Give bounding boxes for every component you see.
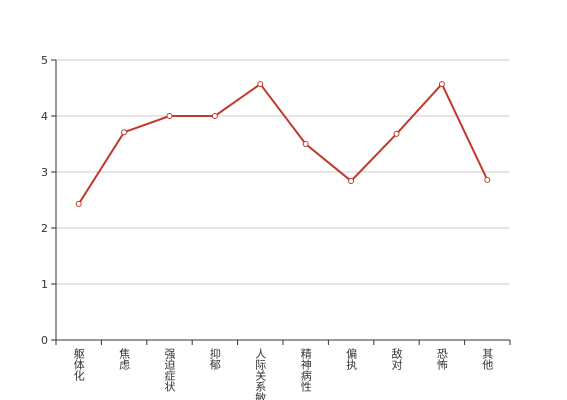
y-tick-label: 1: [41, 278, 48, 291]
x-tick-label: 躯体化: [72, 348, 85, 382]
y-tick-label: 3: [41, 166, 48, 179]
y-tick-label: 4: [41, 110, 48, 123]
y-tick-label: 0: [41, 334, 48, 347]
line: [77, 82, 489, 205]
point: [166, 113, 173, 119]
point: [121, 129, 128, 136]
y-tick-label: 2: [41, 222, 48, 235]
point: [348, 177, 355, 184]
x-tick-label: 恐怖: [435, 348, 448, 370]
x-tick-label: 精神病性: [299, 348, 312, 393]
point: [75, 200, 82, 207]
point: [438, 81, 445, 88]
point: [257, 81, 264, 88]
x-tick-label: 偏执: [345, 347, 358, 371]
x-tick-label: 抑郁: [208, 347, 221, 370]
x-tick-label: 其他: [481, 348, 494, 370]
x-tick-label: 强迫症状: [163, 348, 176, 392]
y-tick-label: 5: [41, 54, 48, 67]
point: [484, 176, 491, 183]
point: [302, 141, 309, 147]
x-tick-label: 人际关系敏感: [254, 348, 267, 400]
x-tick-label: 敌对: [390, 347, 403, 370]
point: [393, 130, 400, 137]
x-tick-label: 焦虑: [118, 348, 131, 370]
point: [211, 113, 218, 119]
